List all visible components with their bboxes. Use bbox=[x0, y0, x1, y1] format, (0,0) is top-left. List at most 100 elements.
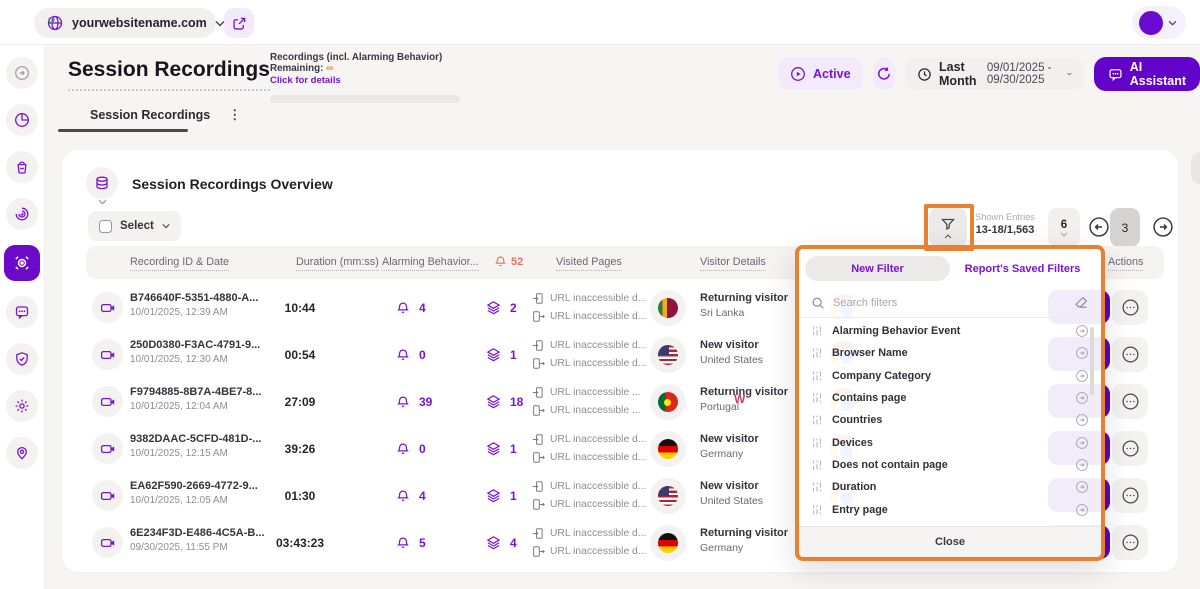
sidebar-item-analytics[interactable] bbox=[6, 104, 38, 136]
arrow-right-circle-icon[interactable] bbox=[1075, 503, 1089, 517]
page-scrollbar-thumb[interactable] bbox=[1191, 152, 1200, 184]
sidebar-item-privacy[interactable] bbox=[6, 343, 38, 375]
date-range-picker[interactable]: Last Month 09/01/2025 - 09/30/2025 bbox=[905, 58, 1084, 90]
sidebar-item-funnel[interactable] bbox=[6, 198, 38, 230]
recording-id-cell[interactable]: F9794885-8B7A-4BE7-8... 10/01/2025, 12:0… bbox=[130, 386, 261, 412]
duration-cell: 39:26 bbox=[248, 425, 352, 472]
current-page-number[interactable]: 3 bbox=[1110, 208, 1140, 247]
drag-handle-icon[interactable] bbox=[811, 414, 823, 426]
recording-id-cell[interactable]: 250D0380-F3AC-4791-9... 10/01/2025, 12:3… bbox=[130, 339, 260, 365]
select-all-checkbox[interactable] bbox=[99, 220, 112, 233]
col-visitor-details[interactable]: Visitor Details bbox=[700, 256, 766, 271]
eraser-icon[interactable] bbox=[1074, 295, 1089, 310]
filter-option-item[interactable]: Alarming Behavior Event bbox=[799, 320, 1101, 342]
recording-id-cell[interactable]: EA62F590-2669-4772-9... 10/01/2025, 12:0… bbox=[130, 480, 258, 506]
filter-option-item[interactable]: Devices bbox=[799, 431, 1101, 453]
tab-saved-filters[interactable]: Report's Saved Filters bbox=[950, 256, 1095, 281]
exit-url[interactable]: URL inaccessible d... bbox=[532, 495, 646, 513]
row-actions-button[interactable] bbox=[1112, 431, 1148, 466]
video-camera-icon[interactable] bbox=[92, 433, 123, 464]
page-entry-icon bbox=[532, 292, 545, 305]
tab-session-recordings[interactable]: Session Recordings bbox=[90, 108, 210, 122]
arrow-right-circle-icon[interactable] bbox=[1075, 369, 1089, 383]
sidebar-item-feedback[interactable] bbox=[6, 296, 38, 328]
exit-url[interactable]: URL inaccessible ... bbox=[532, 401, 641, 419]
arrow-right-circle-icon[interactable] bbox=[1075, 413, 1089, 427]
arrow-right-circle-icon[interactable] bbox=[1075, 391, 1089, 405]
exit-url[interactable]: URL inaccessible d... bbox=[532, 307, 646, 325]
recording-id-cell[interactable]: 9382DAAC-5CFD-481D-... 10/01/2025, 12:15… bbox=[130, 433, 261, 459]
filter-option-item[interactable]: Company Category bbox=[799, 365, 1101, 387]
col-duration[interactable]: Duration (mm:ss) bbox=[296, 256, 379, 271]
country-flag-badge bbox=[650, 525, 686, 561]
drag-handle-icon[interactable] bbox=[811, 370, 823, 382]
close-button[interactable]: Close bbox=[799, 526, 1101, 557]
filter-option-item[interactable]: Browser Name bbox=[799, 342, 1101, 364]
next-page-button[interactable] bbox=[1152, 216, 1174, 238]
arrow-right-circle-icon[interactable] bbox=[1075, 480, 1089, 494]
entry-url[interactable]: URL inaccessible d... bbox=[532, 477, 646, 495]
refresh-button[interactable] bbox=[873, 58, 895, 90]
entry-url[interactable]: URL inaccessible ... bbox=[532, 383, 641, 401]
entry-url[interactable]: URL inaccessible d... bbox=[532, 430, 646, 448]
sidebar-item-collapse[interactable] bbox=[6, 57, 38, 89]
panel-scrollbar-thumb[interactable] bbox=[1090, 327, 1094, 395]
arrow-right-circle-icon[interactable] bbox=[1075, 458, 1089, 472]
prev-page-button[interactable] bbox=[1088, 216, 1110, 238]
col-recording-id[interactable]: Recording ID & Date bbox=[130, 256, 229, 271]
drag-handle-icon[interactable] bbox=[811, 347, 823, 359]
entry-url[interactable]: URL inaccessible d... bbox=[532, 524, 646, 542]
filter-option-item[interactable]: Duration bbox=[799, 476, 1101, 498]
col-visited-pages[interactable]: Visited Pages bbox=[556, 256, 622, 271]
ai-assistant-button[interactable]: AI Assistant bbox=[1094, 57, 1200, 91]
row-actions-button[interactable] bbox=[1112, 290, 1148, 325]
select-dropdown[interactable]: Select bbox=[88, 211, 181, 241]
sidebar-item-orders[interactable] bbox=[6, 151, 38, 183]
page-size-dropdown[interactable]: 6 bbox=[1048, 208, 1080, 247]
col-actions[interactable]: Actions bbox=[1108, 256, 1143, 271]
filter-option-item[interactable]: Contains page bbox=[799, 387, 1101, 409]
quota-details-link[interactable]: Click for details bbox=[270, 75, 470, 86]
entry-url[interactable]: URL inaccessible d... bbox=[532, 336, 646, 354]
drag-handle-icon[interactable] bbox=[811, 459, 823, 471]
filter-option-item[interactable]: Does not contain page bbox=[799, 454, 1101, 476]
site-selector[interactable]: yourwebsitename.com bbox=[34, 8, 216, 38]
row-actions-button[interactable] bbox=[1112, 478, 1148, 513]
recording-id-cell[interactable]: B746640F-5351-4880-A... 10/01/2025, 12:3… bbox=[130, 292, 258, 318]
drag-handle-icon[interactable] bbox=[811, 437, 823, 449]
row-actions-button[interactable] bbox=[1112, 337, 1148, 372]
tab-new-filter[interactable]: New Filter bbox=[805, 256, 950, 281]
exit-url[interactable]: URL inaccessible d... bbox=[532, 448, 646, 466]
recording-id-cell[interactable]: 6E234F3D-E486-4C5A-B... 09/30/2025, 11:5… bbox=[130, 527, 265, 553]
active-status-button[interactable]: Active bbox=[778, 58, 863, 90]
col-alarming[interactable]: Alarming Behavior... bbox=[382, 256, 479, 271]
arrow-right-circle-icon[interactable] bbox=[1075, 324, 1089, 338]
open-site-button[interactable] bbox=[224, 8, 254, 38]
database-stack-icon[interactable] bbox=[86, 167, 118, 199]
drag-handle-icon[interactable] bbox=[811, 325, 823, 337]
row-actions-button[interactable] bbox=[1112, 384, 1148, 419]
arrow-right-circle-icon[interactable] bbox=[1075, 436, 1089, 450]
exit-url[interactable]: URL inaccessible d... bbox=[532, 354, 646, 372]
video-camera-icon[interactable] bbox=[92, 480, 123, 511]
drag-handle-icon[interactable] bbox=[811, 481, 823, 493]
sidebar-item-settings[interactable] bbox=[6, 390, 38, 422]
search-filters-input[interactable] bbox=[833, 297, 1066, 309]
filter-option-item[interactable]: Countries bbox=[799, 409, 1101, 431]
drag-handle-icon[interactable] bbox=[811, 504, 823, 516]
row-actions-button[interactable] bbox=[1112, 525, 1148, 560]
sidebar-item-session-recordings[interactable] bbox=[4, 245, 40, 281]
video-camera-icon[interactable] bbox=[92, 292, 123, 323]
tab-kebab-menu[interactable]: ⋮ bbox=[228, 107, 241, 123]
filter-option-item[interactable]: Entry page bbox=[799, 498, 1101, 520]
filter-button[interactable] bbox=[929, 208, 967, 247]
drag-handle-icon[interactable] bbox=[811, 392, 823, 404]
video-camera-icon[interactable] bbox=[92, 386, 123, 417]
arrow-right-circle-icon[interactable] bbox=[1075, 346, 1089, 360]
exit-url[interactable]: URL inaccessible d... bbox=[532, 542, 646, 560]
entry-url[interactable]: URL inaccessible d... bbox=[532, 289, 646, 307]
sidebar-item-locations[interactable] bbox=[6, 437, 38, 469]
video-camera-icon[interactable] bbox=[92, 339, 123, 370]
account-menu[interactable] bbox=[1132, 6, 1186, 39]
video-camera-icon[interactable] bbox=[92, 527, 123, 558]
